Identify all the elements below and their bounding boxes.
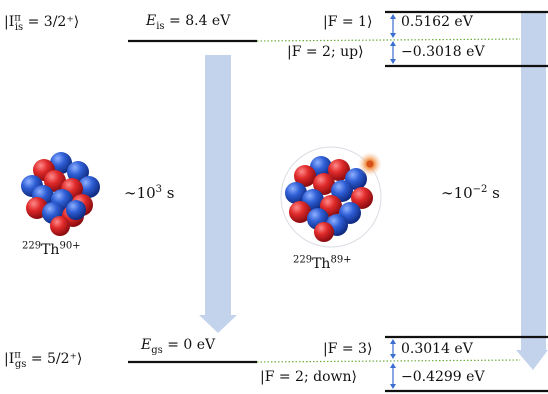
ion-hydrogenic-label: 229Th89+ bbox=[293, 254, 352, 272]
hf-F1-label: |F = 1⟩ bbox=[323, 14, 373, 30]
ground-dotted-connector bbox=[256, 359, 521, 363]
lifetime-hydrogenic-label: ∼10−2 s bbox=[441, 184, 500, 202]
hf-F2down-value: −0.4299 eV bbox=[401, 369, 485, 385]
split-arrow-upper bbox=[390, 14, 396, 64]
transition-arrow-bare bbox=[199, 55, 237, 333]
transition-arrow-hydrogenic bbox=[516, 12, 548, 370]
isomer-dotted-connector bbox=[256, 38, 521, 42]
hf-F2up-label: |F = 2; up⟩ bbox=[287, 44, 364, 60]
split-arrow-lower bbox=[390, 339, 396, 389]
hf-F3-label: |F = 3⟩ bbox=[323, 341, 373, 357]
hf-F1-value: 0.5162 eV bbox=[401, 14, 473, 30]
hf-F2up-value: −0.3018 eV bbox=[401, 44, 485, 60]
bare-nucleus-icon bbox=[21, 152, 100, 236]
ion-bare-label: 229Th90+ bbox=[22, 240, 81, 258]
hf-F3-value: 0.3014 eV bbox=[401, 341, 473, 357]
ground-state-label: |Iπgs = 5/2⁺⟩ bbox=[4, 349, 83, 370]
lifetime-bare-label: ∼103 s bbox=[124, 184, 175, 202]
isomer-state-label: |Iπis = 3/2⁺⟩ bbox=[4, 12, 80, 33]
hydrogenic-ion-icon bbox=[280, 146, 382, 248]
hf-F2down-label: |F = 2; down⟩ bbox=[260, 369, 357, 385]
isomer-energy-label: Eis = 8.4 eV bbox=[146, 13, 231, 32]
ground-energy-label: Egs = 0 eV bbox=[141, 337, 216, 356]
